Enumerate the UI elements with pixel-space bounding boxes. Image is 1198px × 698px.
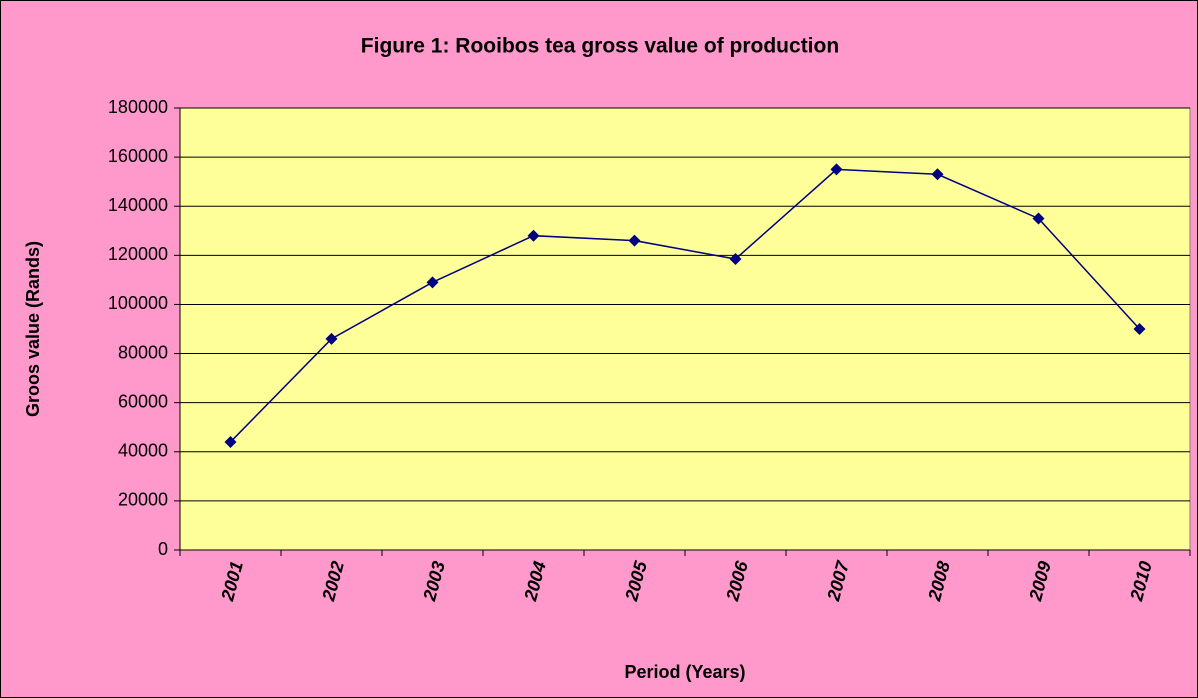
marker <box>830 163 843 176</box>
marker <box>224 435 237 448</box>
y-tick-label: 140000 <box>108 195 168 215</box>
marker <box>426 276 439 289</box>
plot-area <box>179 107 1191 551</box>
x-axis-label: Period (Years) <box>624 662 745 682</box>
marker <box>931 168 944 181</box>
y-tick-label: 120000 <box>108 244 168 264</box>
y-tick-label: 0 <box>158 539 168 559</box>
marker <box>628 234 641 247</box>
y-tick-label: 80000 <box>118 342 168 362</box>
marker <box>325 332 338 345</box>
y-tick-label: 100000 <box>108 293 168 313</box>
y-tick-label: 160000 <box>108 146 168 166</box>
marker <box>1133 323 1146 335</box>
marker <box>527 229 540 242</box>
marker <box>729 253 742 266</box>
y-tick-label: 40000 <box>118 441 168 461</box>
y-tick-label: 180000 <box>108 97 168 117</box>
chart-title: Figure 1: Rooibos tea gross value of pro… <box>361 35 839 58</box>
y-tick-label: 20000 <box>118 490 168 510</box>
series-line <box>229 168 1141 443</box>
y-tick-label: 60000 <box>118 391 168 411</box>
marker <box>1032 212 1045 225</box>
y-axis-label: Groos value (Rands) <box>23 241 43 417</box>
